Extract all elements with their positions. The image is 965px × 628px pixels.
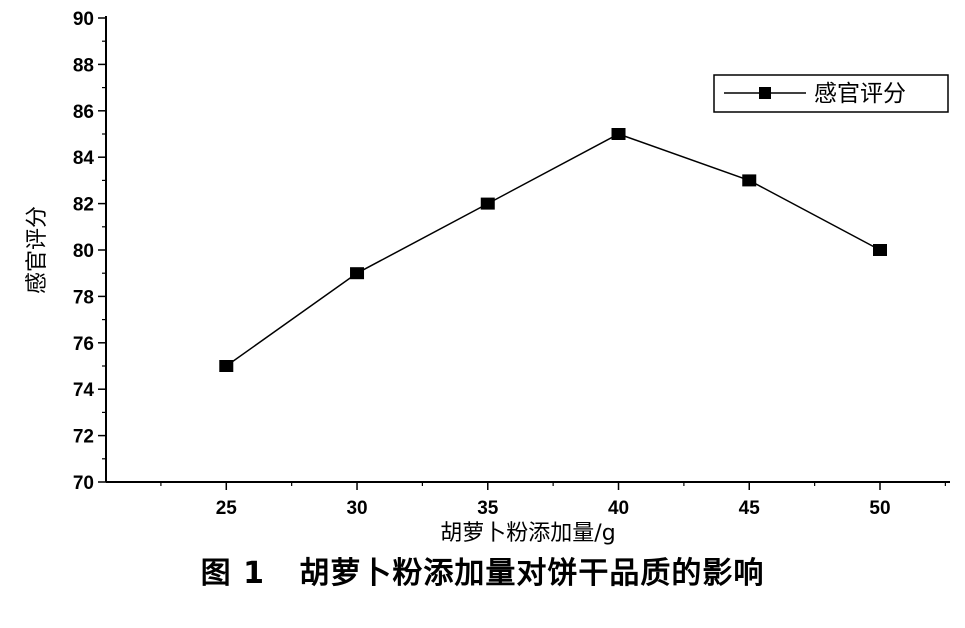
chart-axes [105, 16, 950, 483]
x-tick-label: 50 [869, 498, 890, 519]
x-tick-label: 45 [739, 498, 761, 519]
y-tick-label: 72 [73, 427, 94, 448]
y-tick-label: 82 [73, 195, 94, 216]
y-axis-ticks: 70 72 74 76 78 80 82 84 86 88 90 [73, 9, 106, 494]
y-tick-label: 76 [73, 334, 94, 355]
figure-title: 胡萝卜粉添加量对饼干品质的影响 [299, 556, 765, 591]
x-tick-label: 30 [346, 498, 367, 519]
data-point [480, 197, 495, 210]
x-tick-label: 40 [608, 498, 629, 519]
figure-number: 图 1 [200, 556, 265, 591]
data-point [873, 244, 887, 256]
series-line [225, 133, 881, 367]
y-tick-label: 80 [73, 241, 94, 262]
y-axis-title: 感官评分 [25, 206, 50, 294]
x-axis-ticks: 25 30 35 40 45 50 [160, 482, 946, 519]
y-tick-label: 88 [73, 55, 94, 76]
figure-caption: 图 1 胡萝卜粉添加量对饼干品质的影响 [0, 548, 965, 592]
x-tick-label: 35 [477, 498, 499, 519]
data-point [350, 267, 365, 280]
legend-marker-sample [759, 87, 771, 99]
chart-series [219, 128, 887, 372]
y-tick-label: 86 [73, 102, 94, 123]
y-tick-label: 84 [73, 148, 95, 169]
x-axis-title: 胡萝卜粉添加量/g [440, 521, 615, 546]
legend-label: 感官评分 [814, 81, 906, 107]
x-tick-label: 25 [216, 498, 238, 519]
legend: 感官评分 [713, 74, 949, 113]
y-tick-label: 74 [73, 380, 95, 401]
data-point [611, 128, 626, 140]
y-tick-label: 70 [73, 473, 94, 494]
data-point [742, 174, 757, 187]
y-tick-label: 90 [73, 9, 94, 30]
data-point [219, 360, 234, 372]
y-tick-label: 78 [73, 287, 94, 308]
